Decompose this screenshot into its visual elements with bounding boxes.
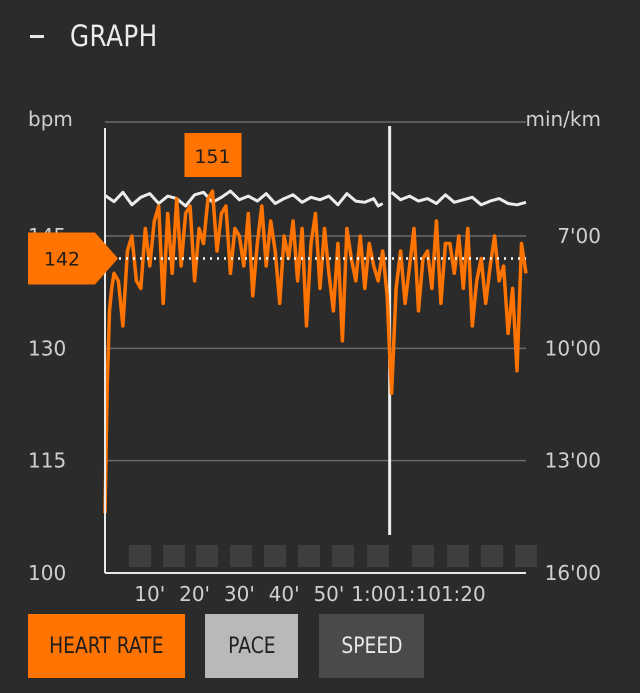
x-tick-label: 30' [224,582,255,606]
section-title: GRAPH [70,19,158,53]
y-right-tick-label: 13'00 [545,449,601,473]
pace-line [390,191,527,207]
lap-marker [515,545,537,567]
heart-rate-line [103,189,528,514]
average-marker-label: 142 [44,248,80,270]
x-tick-label: 1:20 [441,582,486,606]
y-right-tick-label: 16'00 [545,561,601,585]
lap-marker [367,545,389,567]
average-marker [28,232,118,285]
lap-marker [163,545,185,567]
max-marker-label: 151 [194,146,230,168]
heart-rate-button-label: HEART RATE [49,633,164,659]
lap-marker [196,545,218,567]
lap-marker [481,545,503,567]
speed-button[interactable]: SPEED [319,614,424,678]
max-marker [184,133,242,177]
y-left-tick-label: 100 [28,561,66,585]
y-left-axis-label: bpm [28,107,73,131]
graph-header[interactable]: GRAPH [30,14,173,58]
minus-icon[interactable] [30,34,44,38]
y-right-tick-label: 7'00 [557,224,601,248]
y-left-tick-label: 115 [28,449,66,473]
speed-button-label: SPEED [340,633,403,659]
grid-layer [105,121,537,567]
lap-marker [447,545,469,567]
hr-layer [103,189,528,514]
lap-marker [332,545,354,567]
marker-layer: 142 151 [28,133,526,285]
x-tick-label: 50' [313,582,344,606]
x-tick-label: 10' [134,582,165,606]
lap-marker [264,545,286,567]
axis-layer: 10016'0011513'0013010'001457'00bpmmin/km… [28,107,601,606]
lap-marker [298,545,320,567]
pace-layer [104,126,527,535]
y-right-tick-label: 10'00 [545,336,601,360]
x-tick-label: 20' [179,582,210,606]
pace-line [104,189,384,208]
lap-marker [412,545,434,567]
pace-button-label: PACE [227,633,276,659]
y-right-axis-label: min/km [525,107,601,131]
x-tick-label: 1:00 [351,582,396,606]
y-left-tick-label: 130 [28,336,66,360]
heart-rate-chart: 10016'0011513'0013010'001457'00bpmmin/km… [28,107,601,606]
lap-marker [230,545,252,567]
x-tick-label: 1:10 [396,582,441,606]
heart-rate-button[interactable]: HEART RATE [28,614,185,678]
x-tick-label: 40' [269,582,300,606]
pace-button[interactable]: PACE [205,614,298,678]
lap-marker [129,545,151,567]
